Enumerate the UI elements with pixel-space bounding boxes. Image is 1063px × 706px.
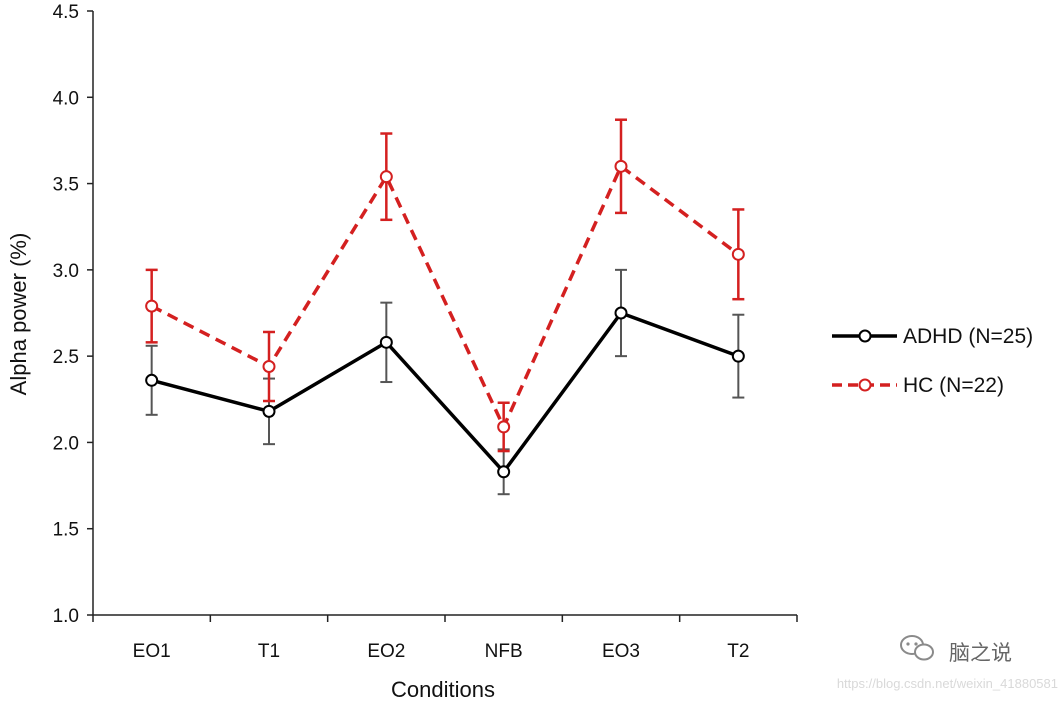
legend-label: ADHD (N=25): [903, 325, 1033, 348]
y-tick-label: 1.0: [53, 606, 79, 627]
data-point: [731, 247, 745, 261]
x-tick-label: T2: [727, 641, 749, 662]
x-axis-title: Conditions: [391, 677, 495, 701]
data-point: [614, 159, 628, 173]
axes: 1.0 1.5 2.0 2.5 3.0 3.5 4.0 4.5 EO1 T1 EO2 NFB EO3 T2: [53, 2, 798, 662]
data-point: [145, 299, 159, 313]
legend-swatch-marker: [858, 329, 872, 343]
y-tick-label: 4.5: [53, 2, 79, 23]
y-axis-title: Alpha power (%): [6, 233, 31, 396]
data-point: [731, 349, 745, 363]
watermark: 脑之说 https://blog.csdn.net/weixin_4188058…: [837, 635, 1058, 691]
wechat-icon: [900, 635, 934, 661]
data-point: [262, 404, 276, 418]
y-tick-label: 4.0: [53, 88, 79, 109]
x-tick-label: T1: [258, 641, 280, 662]
legend-swatch-marker: [858, 378, 872, 392]
watermark-brand: 脑之说: [949, 642, 1012, 665]
data-point: [379, 170, 393, 184]
x-tick-label: NFB: [485, 641, 523, 662]
data-point: [262, 359, 276, 373]
data-point: [379, 335, 393, 349]
series-adhd: [145, 268, 745, 496]
y-tick-label: 3.5: [53, 175, 79, 196]
legend-item: ADHD (N=25): [832, 325, 1033, 348]
y-tick-label: 1.5: [53, 520, 79, 541]
x-tick-label: EO2: [367, 641, 405, 662]
series-line: [151, 311, 739, 474]
y-tick-label: 2.0: [53, 433, 79, 454]
series-hc: [145, 118, 745, 453]
data-point: [614, 306, 628, 320]
legend: ADHD (N=25) HC (N=22): [832, 325, 1033, 397]
y-tick-label: 3.0: [53, 261, 79, 282]
x-tick-label: EO1: [133, 641, 171, 662]
y-tick-label: 2.5: [53, 347, 79, 368]
watermark-url: https://blog.csdn.net/weixin_41880581: [837, 676, 1058, 691]
data-point: [145, 373, 159, 387]
legend-label: HC (N=22): [903, 374, 1004, 397]
legend-item: HC (N=22): [832, 374, 1004, 397]
data-point: [497, 465, 511, 479]
data-point: [497, 420, 511, 434]
series-line: [150, 164, 740, 429]
x-tick-label: EO3: [602, 641, 640, 662]
series-layer: [145, 118, 745, 496]
